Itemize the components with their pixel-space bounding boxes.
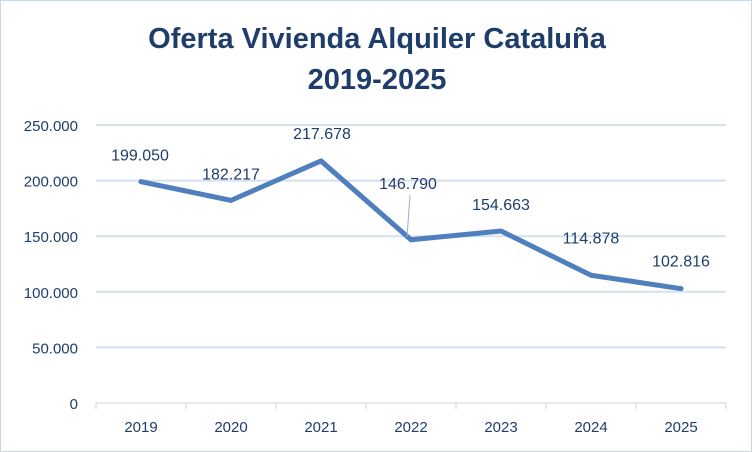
- x-tick-label: 2020: [214, 419, 247, 436]
- x-tick-label: 2024: [574, 419, 607, 436]
- data-point: [138, 179, 144, 185]
- data-point: [408, 237, 414, 243]
- x-tick-label: 2025: [664, 419, 697, 436]
- y-tick-label: 0: [70, 396, 78, 413]
- data-label: 182.217: [202, 166, 260, 183]
- data-label: 217.678: [293, 126, 351, 143]
- data-label: 114.878: [563, 230, 620, 247]
- x-tick-label: 2019: [124, 419, 157, 436]
- data-point: [588, 272, 594, 278]
- leader-line: [406, 194, 411, 238]
- y-tick-label: 200.000: [24, 174, 78, 191]
- data-point: [498, 228, 504, 234]
- y-tick-label: 150.000: [24, 229, 78, 246]
- data-point: [228, 197, 234, 203]
- data-label: 102.816: [652, 254, 710, 271]
- data-point: [678, 286, 684, 292]
- data-label: 146.790: [379, 176, 437, 193]
- y-tick-label: 100.000: [24, 285, 78, 302]
- data-label: 199.050: [111, 148, 169, 165]
- x-tick-label: 2022: [394, 419, 427, 436]
- chart-title-line-1: Oferta Vivienda Alquiler Cataluña: [148, 23, 607, 55]
- y-tick-label: 50.000: [32, 340, 78, 357]
- data-point: [318, 158, 324, 164]
- y-tick-label: 250.000: [24, 118, 78, 135]
- x-tick-label: 2023: [484, 419, 517, 436]
- data-label: 154.663: [472, 197, 530, 214]
- x-tick-label: 2021: [304, 419, 337, 436]
- chart-title-line-2: 2019-2025: [308, 64, 447, 96]
